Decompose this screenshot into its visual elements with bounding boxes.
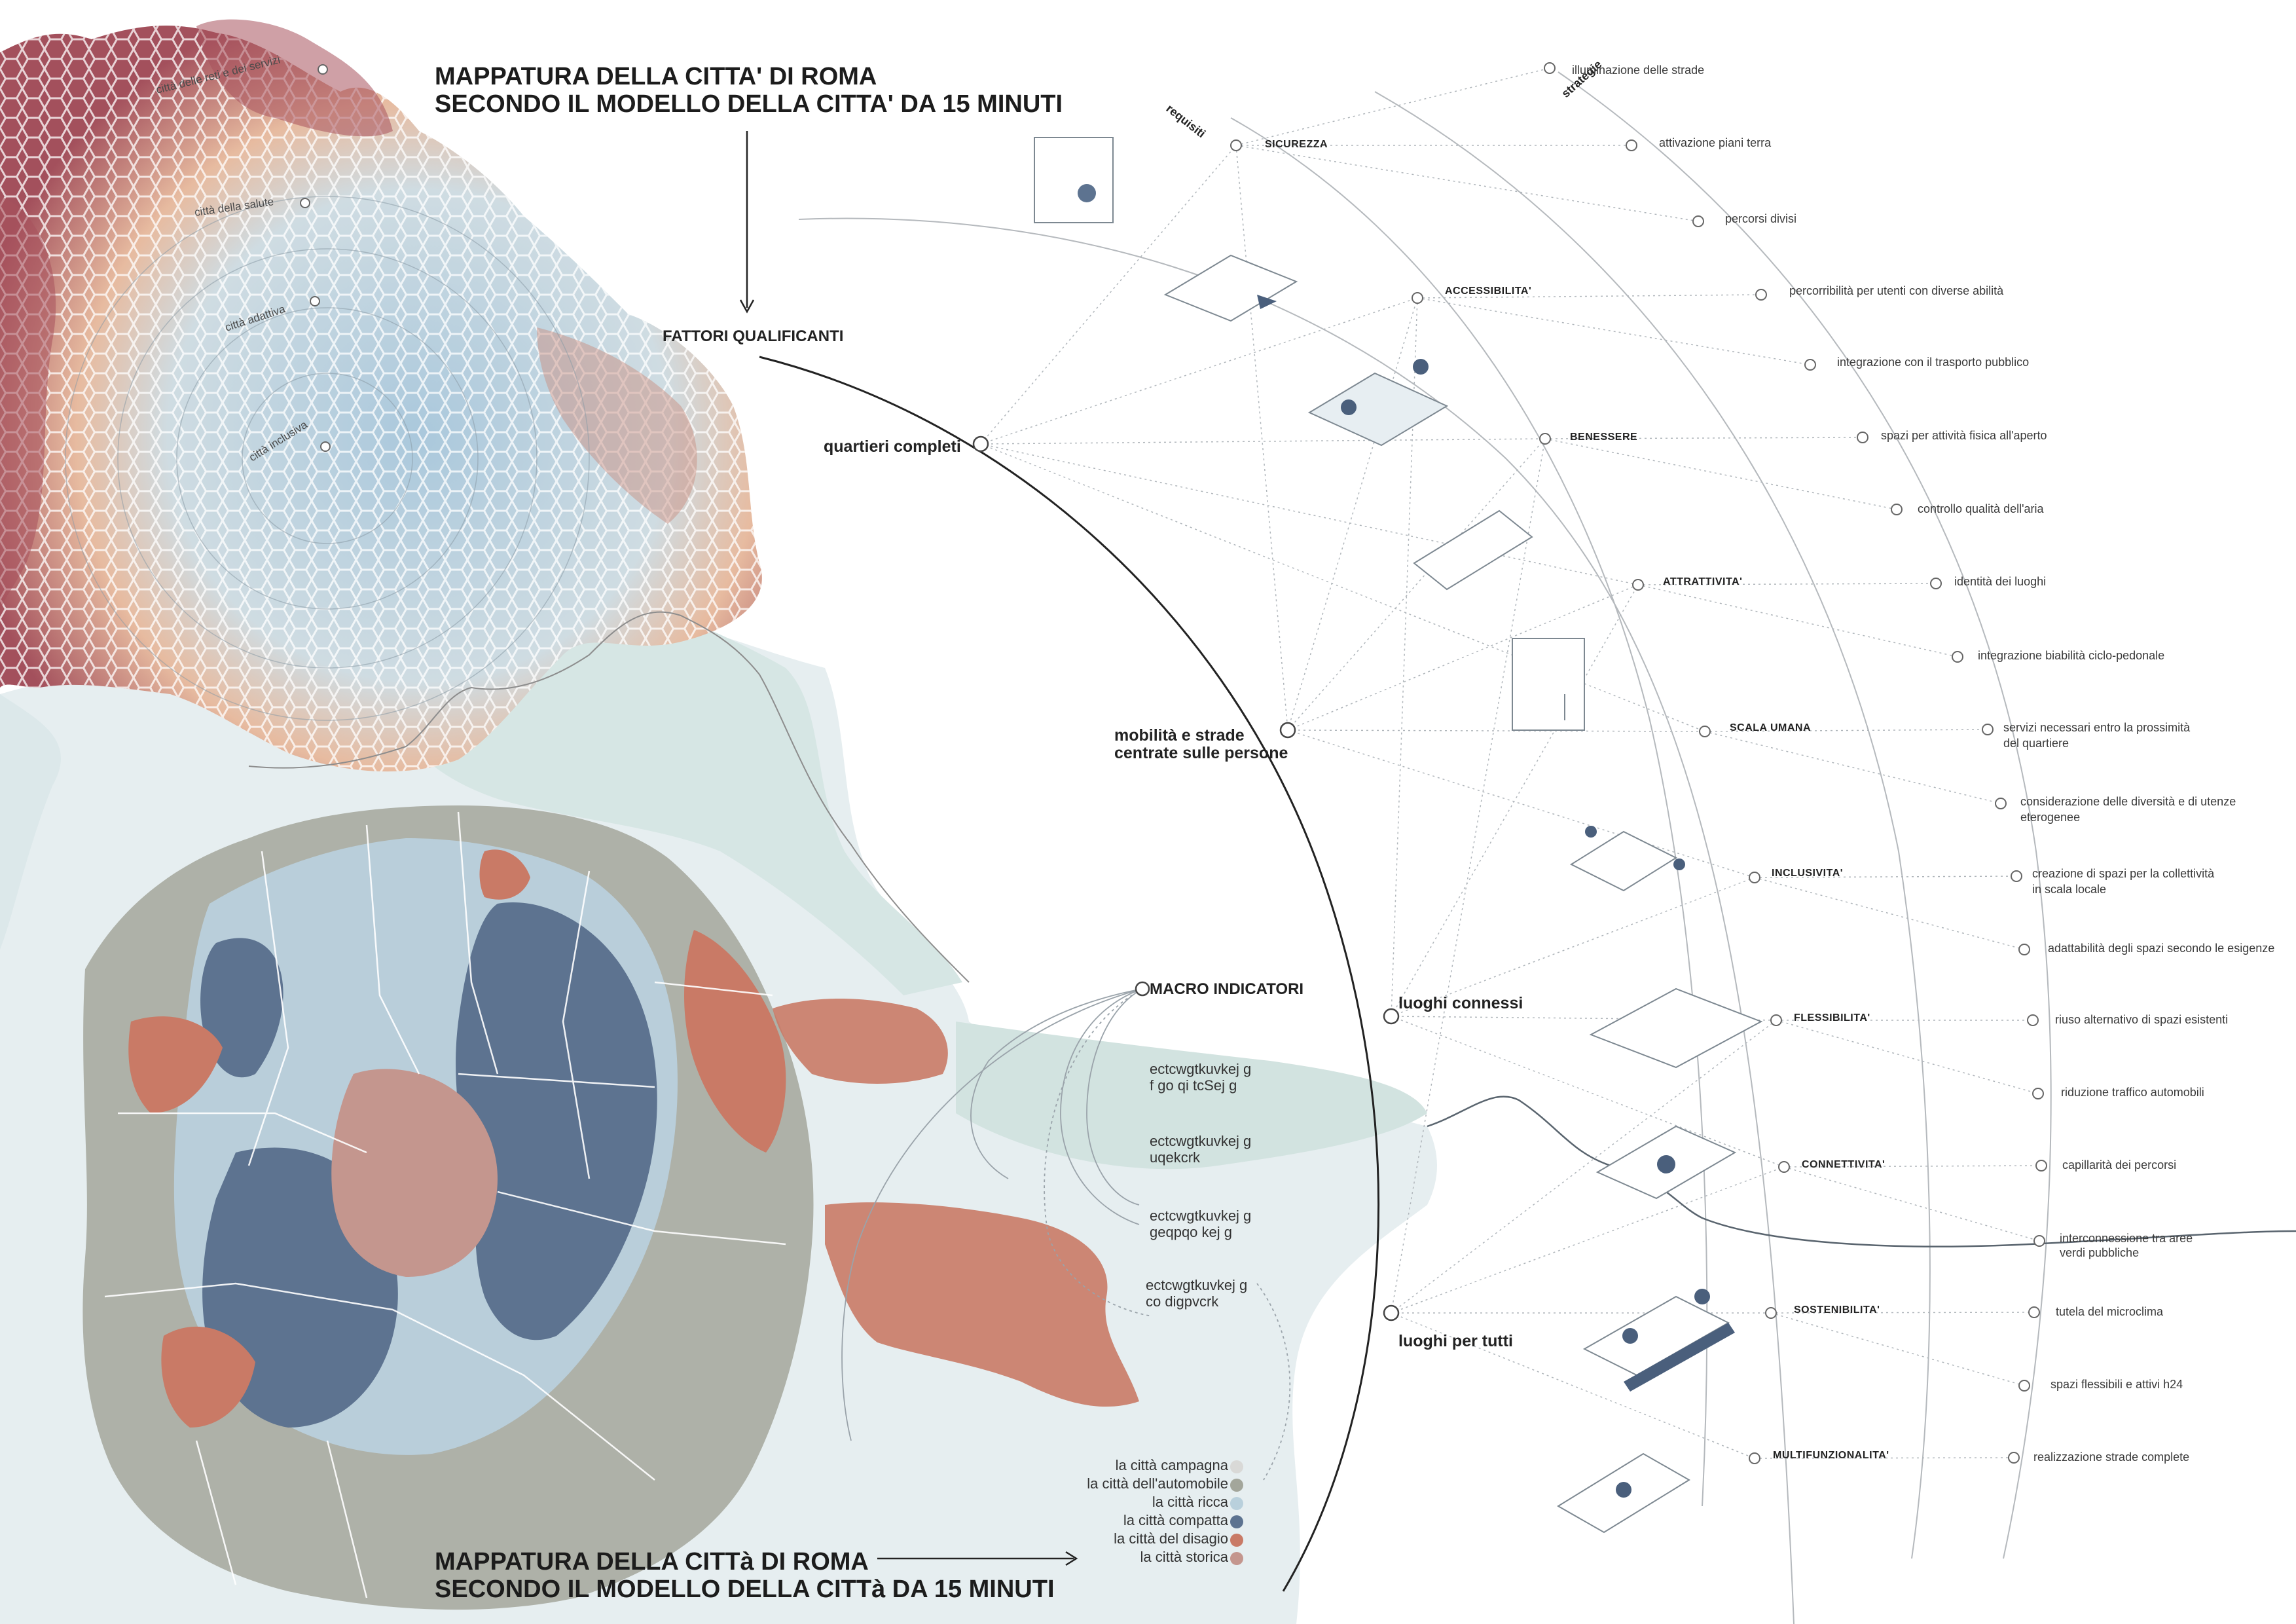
strategy-label-5: spazi per attività fisica all'aperto (1881, 429, 2047, 442)
legend-item-disagio: la città del disagio (1114, 1530, 1228, 1547)
people-plaza-icon (1569, 826, 1685, 892)
macro-curves (841, 988, 1291, 1481)
arrow-path-icon (1163, 254, 1298, 322)
fattori-label: FATTORI QUALIFICANTI (663, 327, 844, 345)
top-title-line1: MAPPATURA DELLA CITTA' DI ROMA (435, 63, 877, 90)
strategy-nodes (1544, 62, 2047, 1464)
strategy-label-19: realizzazione strade complete (2033, 1450, 2190, 1464)
legend-item-campagna: la città campagna (1115, 1457, 1228, 1473)
trees-street-icon (1582, 1289, 1735, 1392)
req-flessibilita: FLESSIBILITA' (1794, 1012, 1870, 1024)
macro-node (1135, 981, 1150, 997)
req-sicurezza: SICUREZZA (1265, 139, 1328, 150)
legend-dots (1230, 1460, 1243, 1565)
cross-street-icon (1413, 509, 1533, 591)
strategy-label-4: integrazione con il trasporto pubblico (1837, 356, 2030, 369)
factor-node-mobilita (1279, 722, 1296, 739)
eye-building-icon (1034, 137, 1114, 223)
requirement-nodes (1230, 139, 1790, 1464)
legend: la città campagna la città dell'automobi… (1021, 1457, 1228, 1575)
factor-node-luoghi-connessi (1383, 1008, 1400, 1025)
macro-item-1: ectcwgtkuvkej g uqekcrk (1150, 1133, 1252, 1166)
req-multifunzionalita: MULTIFUNZIONALITA' (1773, 1450, 1889, 1461)
factor-node-quartieri (972, 435, 989, 452)
legend-dot (1230, 1515, 1243, 1528)
factor-label-quartieri: quartieri completi (824, 437, 961, 456)
ring-dot-adattiva (310, 296, 320, 306)
legend-item-automobile: la città dell'automobile (1087, 1475, 1228, 1492)
legend-item-storica: la città storica (1140, 1549, 1229, 1565)
radial-arcs (759, 71, 2052, 1624)
legend-dot (1230, 1552, 1243, 1565)
legend-item-ricca: la città ricca (1152, 1494, 1228, 1510)
strategy-label-11: creazione di spazi per la collettività i… (2032, 867, 2215, 896)
bulb-plaza-icon (1589, 987, 1763, 1069)
hexagon-heatmap (0, 19, 970, 983)
rome-district-map (82, 805, 1139, 1610)
legend-dot (1230, 1479, 1243, 1492)
strategy-label-7: identità dei luoghi (1954, 575, 2047, 588)
arrows (739, 131, 1078, 1566)
macro-item-2: ectcwgtkuvkej g geqpqo kej g (1150, 1208, 1252, 1240)
ring-dot-salute (300, 198, 310, 208)
strategy-label-12: adattabilità degli spazi secondo le esig… (2048, 942, 2275, 955)
strategy-label-3: percorribilità per utenti con diverse ab… (1789, 284, 2004, 297)
legend-dot (1230, 1497, 1243, 1510)
legend-dot (1230, 1534, 1243, 1547)
req-benessere: BENESSERE (1570, 432, 1638, 443)
factor-label-luoghi-connessi: luoghi connessi (1398, 994, 1523, 1012)
top-title: MAPPATURA DELLA CITTA' DI ROMA SECONDO I… (435, 63, 1063, 118)
factor-nodes (972, 435, 1400, 1321)
strategy-label-17: tutela del microclima (2056, 1305, 2164, 1318)
strategy-label-18: spazi flessibili e attivi h24 (2050, 1378, 2183, 1391)
bottom-title: MAPPATURA DELLA CITTà DI ROMA SECONDO IL… (435, 1548, 1055, 1603)
strategy-label-15: capillarità dei percorsi (2062, 1158, 2177, 1172)
factor-label-luoghi-per-tutti: luoghi per tutti (1398, 1332, 1513, 1350)
req-attrattivita: ATTRATTIVITA' (1663, 576, 1743, 587)
macro-item-3: ectcwgtkuvkej g co digpvcrk (1146, 1277, 1248, 1310)
strategy-label-6: controllo qualità dell'aria (1918, 502, 2044, 515)
legend-item-compatta: la città compatta (1123, 1512, 1228, 1528)
req-sostenibilita: SOSTENIBILITA' (1794, 1304, 1880, 1316)
strategy-label-14: riduzione traffico automobili (2061, 1086, 2204, 1099)
factor-node-luoghi-per-tutti (1383, 1304, 1400, 1321)
clock-square-icon (1595, 1125, 1737, 1200)
pedestrian-building-icon (1512, 638, 1585, 731)
strategy-label-9: servizi necessari entro la prossimità de… (2003, 721, 2191, 750)
strategy-label-1: attivazione piani terra (1659, 136, 1772, 149)
bottom-title-line1: MAPPATURA DELLA CITTà DI ROMA (435, 1548, 869, 1576)
req-scala-umana: SCALA UMANA (1730, 722, 1812, 733)
strategy-label-10: considerazione delle diversità e di uten… (2020, 795, 2236, 824)
macro-title: MACRO INDICATORI (1150, 980, 1304, 998)
tree-plaza-icon (1307, 359, 1449, 447)
macro-item-0: ectcwgtkuvkej g f go qi tcSej g (1150, 1061, 1252, 1094)
strategy-label-2: percorsi divisi (1725, 212, 1797, 225)
strategy-label-0: illuminazione delle strade (1572, 64, 1705, 77)
factor-label-mobilita: mobilità e strade centrate sulle persone (1114, 726, 1288, 762)
river-line (1427, 1096, 2296, 1247)
ring-dot-inclusiva (320, 441, 331, 452)
strategy-label-16: interconnessione tra aree verdi pubblich… (2060, 1232, 2193, 1259)
ring-dot-reti (318, 64, 328, 75)
strategy-label-13: riuso alternativo di spazi esistenti (2055, 1013, 2229, 1026)
axis-label-requisiti: requisiti (1164, 101, 1208, 140)
req-connettivita: CONNETTIVITA' (1802, 1159, 1886, 1170)
req-inclusivita: INCLUSIVITA' (1772, 868, 1844, 879)
bottom-title-line2: SECONDO IL MODELLO DELLA CITTà DA 15 MIN… (435, 1576, 1055, 1603)
clock-plaza-icon (1557, 1452, 1690, 1534)
top-title-line2: SECONDO IL MODELLO DELLA CITTA' DA 15 MI… (435, 90, 1063, 118)
legend-dot (1230, 1460, 1243, 1473)
main-arc (759, 356, 1380, 1592)
strategy-label-8: integrazione biabilità ciclo-pedonale (1978, 649, 2165, 662)
req-accessibilita: ACCESSIBILITA' (1445, 286, 1532, 297)
isometric-icons (1034, 137, 1763, 1534)
